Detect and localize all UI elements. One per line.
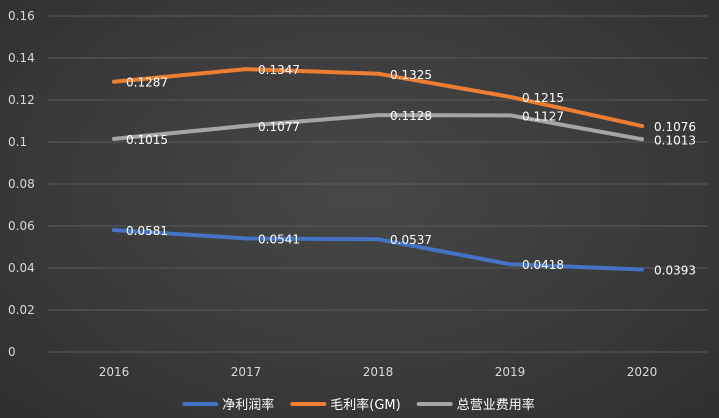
data-label: 0.0581 <box>126 224 168 238</box>
x-tick-label: 2018 <box>363 365 394 379</box>
y-tick-label: 0.14 <box>8 51 35 65</box>
x-axis: 2016 2017 2018 2019 2020 <box>99 365 658 379</box>
data-label: 0.1015 <box>126 133 168 147</box>
data-label: 0.1287 <box>126 76 168 90</box>
data-label: 0.1127 <box>522 109 564 123</box>
data-label: 0.1077 <box>258 120 300 134</box>
legend-label: 毛利率(GM) <box>330 397 400 413</box>
legend-label: 总营业费用率 <box>457 397 535 413</box>
data-point <box>508 94 512 99</box>
legend-label: 净利润率 <box>222 397 274 413</box>
data-label: 0.1128 <box>390 109 432 123</box>
gridlines <box>48 15 708 353</box>
data-point <box>508 113 512 118</box>
x-tick-label: 2020 <box>627 365 658 379</box>
data-point <box>112 79 116 84</box>
data-label: 0.1076 <box>654 120 696 134</box>
y-tick-label: 0.1 <box>8 135 27 149</box>
y-tick-label: 0.12 <box>8 93 35 107</box>
data-label: 0.0393 <box>654 263 696 277</box>
legend-item: 净利润率 <box>182 397 274 413</box>
x-tick-label: 2017 <box>231 365 262 379</box>
data-point <box>112 227 116 232</box>
data-label: 0.0541 <box>258 232 300 246</box>
data-label: 0.0418 <box>522 258 564 272</box>
y-tick-label: 0 <box>8 345 16 359</box>
data-point <box>376 113 380 118</box>
data-point <box>244 123 248 128</box>
data-point <box>112 136 116 141</box>
x-tick-label: 2016 <box>99 365 130 379</box>
data-label: 0.0537 <box>390 233 432 247</box>
y-axis: 0 0.02 0.04 0.06 0.08 0.1 0.12 0.14 0.16 <box>8 9 35 359</box>
data-point <box>640 124 644 129</box>
y-tick-label: 0.08 <box>8 177 35 191</box>
data-point <box>640 137 644 142</box>
legend-item: 总营业费用率 <box>416 397 535 413</box>
data-label: 0.1347 <box>258 63 300 77</box>
data-point <box>244 236 248 241</box>
y-tick-label: 0.02 <box>8 303 35 317</box>
data-labels: 0.0581 0.0541 0.0537 0.0418 0.0393 0.1287 0.13… <box>126 63 696 277</box>
y-tick-label: 0.04 <box>8 261 35 275</box>
data-label: 0.1215 <box>522 91 564 105</box>
legend: 净利润率 毛利率(GM) 总营业费用率 <box>182 397 535 413</box>
y-tick-label: 0.16 <box>8 9 35 23</box>
data-point <box>508 262 512 267</box>
data-label: 0.1325 <box>390 68 432 82</box>
legend-item: 毛利率(GM) <box>290 397 401 413</box>
y-tick-label: 0.06 <box>8 219 35 233</box>
data-point <box>640 267 644 272</box>
series-lines <box>112 67 644 272</box>
data-point <box>244 67 248 72</box>
data-point <box>376 237 380 242</box>
x-tick-label: 2019 <box>495 365 526 379</box>
data-label: 0.1013 <box>654 133 696 147</box>
data-point <box>376 71 380 76</box>
